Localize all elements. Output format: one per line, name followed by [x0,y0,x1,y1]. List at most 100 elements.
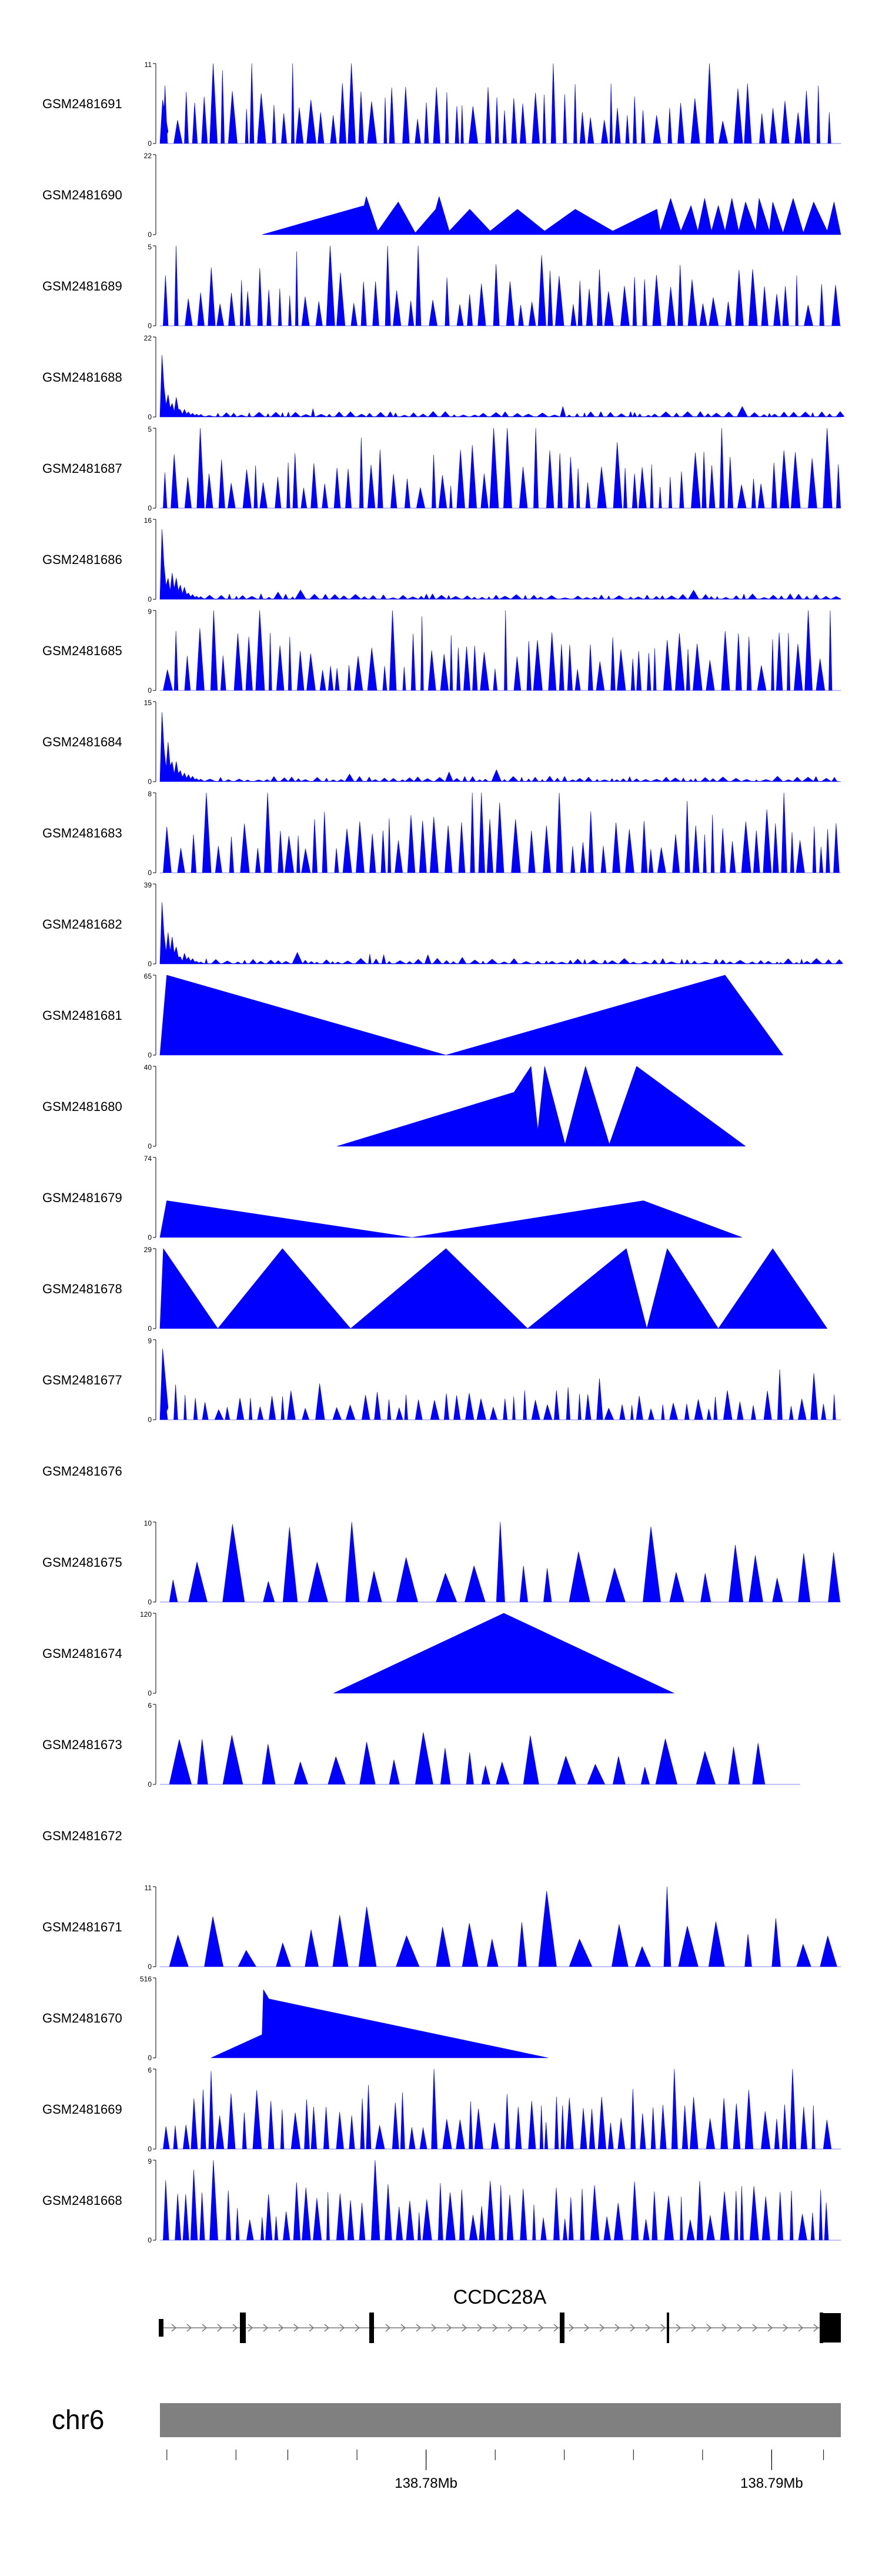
strand-chevron [492,2324,498,2332]
track-label: GSM2481671 [42,1920,122,1934]
track-GSM2481673: GSM2481673 6 0 [42,1701,800,1788]
y-min-label: 0 [148,2145,152,2153]
track-GSM2481686: GSM2481686 16 0 [42,516,841,603]
y-max-label: 6 [148,2066,152,2074]
strand-chevron [752,2324,758,2332]
strand-chevron [507,2324,513,2332]
track-label: GSM2481684 [42,735,122,749]
y-min-label: 0 [148,960,152,968]
track-GSM2481683: GSM2481683 8 0 [42,790,841,877]
coverage-area-GSM2481683 [159,792,841,873]
track-GSM2481677: GSM2481677 9 0 [42,1337,841,1424]
track-label: GSM2481686 [42,552,122,567]
coverage-area-GSM2481669 [159,2068,841,2150]
y-max-label: 5 [148,243,152,251]
y-min-label: 0 [148,1416,152,1424]
track-label: GSM2481678 [42,1282,122,1296]
y-min-label: 0 [148,231,152,239]
track-label: GSM2481679 [42,1190,122,1205]
track-GSM2481690: GSM2481690 22 0 [42,152,841,239]
track-label: GSM2481673 [42,1737,122,1752]
coverage-area-GSM2481684 [159,712,841,782]
strand-chevron [798,2324,804,2332]
strand-chevron [446,2324,452,2332]
track-label: GSM2481685 [42,643,122,658]
y-max-label: 22 [144,334,152,342]
utr-block [822,2313,841,2343]
strand-chevron [248,2324,253,2332]
strand-chevron [400,2324,406,2332]
strand-chevron [660,2324,666,2332]
strand-chevron [278,2324,284,2332]
track-label: GSM2481680 [42,1099,122,1114]
chromosome-ideogram: chr6 [52,2403,841,2437]
strand-chevron [171,2324,177,2332]
track-GSM2481668: GSM2481668 9 0 [42,2157,841,2244]
track-GSM2481671: GSM2481671 11 0 [42,1884,841,1971]
track-GSM2481685: GSM2481685 9 0 [42,608,841,695]
track-label: GSM2481672 [42,1828,122,1843]
strand-chevron [202,2324,208,2332]
genome-axis: 138.78Mb 138.79Mb [166,2450,824,2491]
y-min-label: 0 [148,139,152,148]
track-GSM2481687: GSM2481687 5 0 [42,425,841,512]
track-GSM2481679: GSM2481679 74 0 [42,1154,743,1242]
track-GSM2481676: GSM2481676 [42,1464,122,1479]
strand-chevron [706,2324,712,2332]
strand-chevron [355,2324,360,2332]
coverage-area-GSM2481681 [159,975,783,1056]
y-max-label: 15 [144,699,152,707]
y-max-label: 29 [144,1246,152,1254]
strand-chevron [584,2324,590,2332]
track-label: GSM2481687 [42,461,122,476]
coverage-area-GSM2481671 [159,1886,841,1967]
coverage-tracks: GSM2481691110GSM2481690220GSM248168950GS… [42,61,845,2244]
strand-chevron [186,2324,192,2332]
y-max-label: 16 [144,516,152,525]
y-min-label: 0 [148,595,152,603]
strand-chevron [676,2324,681,2332]
track-GSM2481684: GSM2481684 15 0 [42,699,841,786]
coverage-area-GSM2481675 [159,1521,841,1603]
gene-model [159,2313,841,2343]
coverage-area-GSM2481678 [159,1248,828,1329]
track-label: GSM2481683 [42,826,122,840]
y-min-label: 0 [148,2054,152,2062]
major-tick-label: 138.78Mb [395,2475,457,2491]
coverage-area-GSM2481686 [159,529,841,600]
coverage-area-GSM2481668 [159,2160,841,2241]
track-label: GSM2481691 [42,96,122,111]
coverage-area-GSM2481685 [159,610,841,691]
y-min-label: 0 [148,1780,152,1788]
y-min-label: 0 [148,504,152,512]
strand-chevron [431,2324,437,2332]
coverage-area-GSM2481674 [333,1613,674,1694]
track-label: GSM2481674 [42,1646,122,1661]
coverage-area-GSM2481690 [262,196,841,235]
y-min-label: 0 [148,1963,152,1971]
coverage-area-GSM2481687 [159,428,841,509]
track-GSM2481689: GSM2481689 5 0 [42,243,841,330]
strand-chevron [599,2324,605,2332]
strand-chevron [309,2324,315,2332]
coverage-area-GSM2481679 [159,1200,743,1238]
y-min-label: 0 [148,686,152,695]
y-min-label: 0 [148,1233,152,1242]
y-min-label: 0 [148,1324,152,1333]
strand-chevron [767,2324,773,2332]
strand-chevron [462,2324,467,2332]
strand-chevron [614,2324,620,2332]
strand-chevron [538,2324,544,2332]
track-GSM2481691: GSM2481691 11 0 [42,61,841,148]
y-min-label: 0 [148,778,152,786]
y-max-label: 11 [145,1884,152,1892]
strand-chevron [477,2324,483,2332]
coverage-area-GSM2481689 [159,245,841,326]
strand-chevron [569,2324,574,2332]
exon-block [667,2313,669,2343]
strand-chevron [293,2324,299,2332]
track-label: GSM2481676 [42,1464,122,1479]
exon-block [159,2319,163,2337]
track-label: GSM2481689 [42,279,122,293]
